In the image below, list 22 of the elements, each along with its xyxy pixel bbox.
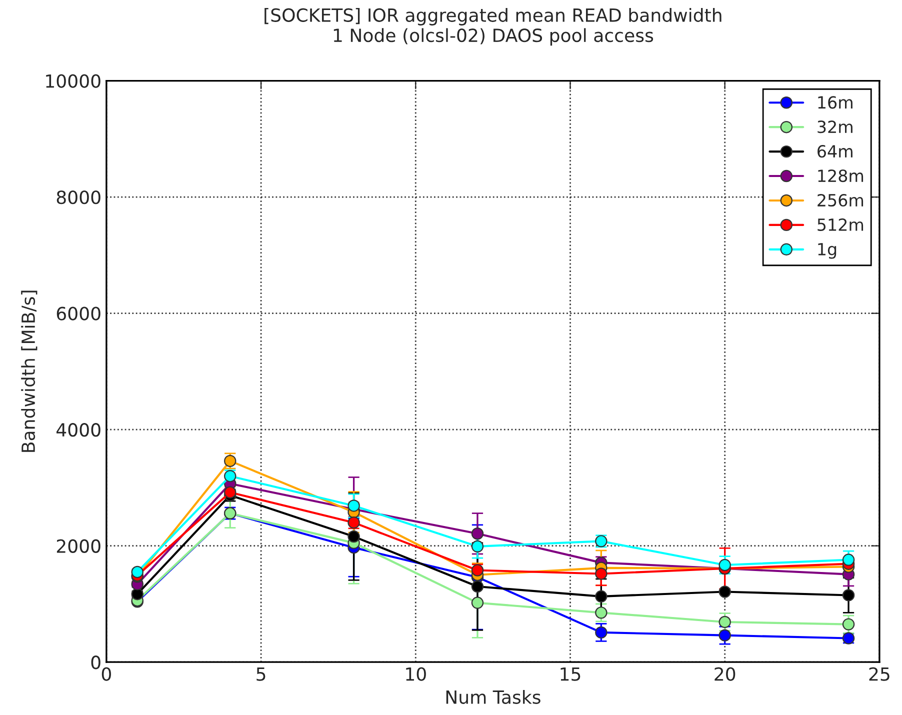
x-axis-title: Num Tasks (446, 690, 540, 704)
chart-title: [SOCKETS] IOR aggregated mean READ bandwidth 1 Node (olcsl-02) DAOS pool access (264, 8, 722, 46)
y-tick-label: 0 (91, 656, 100, 670)
x-tick-label: 20 (714, 667, 736, 681)
legend-label: 32m (818, 120, 852, 134)
legend-label: 256m (818, 194, 864, 207)
legend-label: 64m (818, 145, 852, 158)
legend-label: 16m (818, 96, 852, 109)
y-tick-label: 6000 (56, 306, 100, 320)
x-tick-label: 10 (406, 667, 426, 681)
legend-label: 1g (818, 243, 836, 259)
x-tick-label: 25 (869, 667, 890, 681)
x-tick-label: 15 (560, 668, 580, 681)
legend-label: 128m (818, 169, 864, 182)
x-tick-label: 5 (256, 668, 266, 681)
y-tick-label: 2000 (56, 539, 100, 553)
y-tick-label: 10000 (46, 74, 100, 88)
y-tick-label: 8000 (56, 190, 100, 204)
y-axis-title: Bandwidth [MiB/s] (21, 290, 38, 452)
x-tick-label: 0 (102, 667, 111, 681)
y-tick-label: 4000 (56, 423, 100, 437)
legend-label: 512m (818, 218, 864, 232)
